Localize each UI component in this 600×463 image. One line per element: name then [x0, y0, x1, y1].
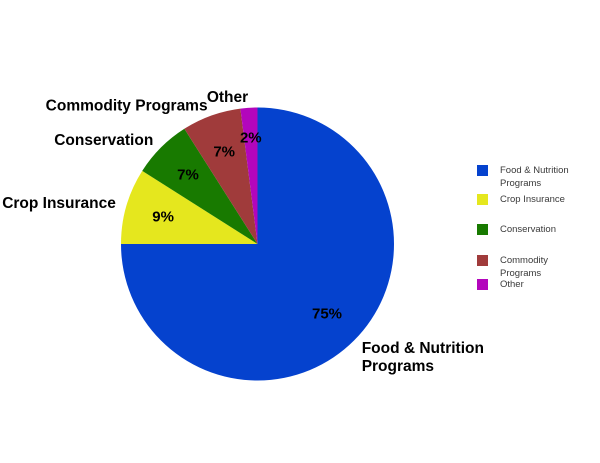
slice-callout-label-other: Other [207, 89, 248, 106]
legend-label-line: Programs [500, 268, 542, 279]
legend-label-line: Other [500, 279, 524, 290]
pie-slice-commodity-programs [184, 108, 258, 244]
slice-callout-label-food-nutrition-programs: Food & Nutrition [362, 340, 484, 357]
pie-slice-conservation [142, 128, 258, 244]
legend-item-conservation: Conservation [477, 224, 556, 236]
legend-label-conservation: Conservation [500, 223, 556, 236]
legend-item-crop-insurance: Crop Insurance [477, 194, 565, 206]
legend-label-other: Other [500, 278, 524, 291]
legend-label-crop-insurance: Crop Insurance [500, 193, 565, 206]
legend-label-line: Crop Insurance [500, 194, 565, 205]
slice-callout-label-conservation: Conservation [54, 132, 153, 149]
legend-swatch-food-nutrition-programs [477, 165, 488, 176]
legend-item-other: Other [477, 279, 524, 291]
slice-percent-label-commodity-programs: 7% [213, 144, 235, 161]
legend-swatch-other [477, 279, 488, 290]
slice-percent-label-other: 2% [240, 130, 262, 147]
slice-percent-label-conservation: 7% [177, 167, 199, 184]
legend-swatch-conservation [477, 224, 488, 235]
legend-swatch-crop-insurance [477, 194, 488, 205]
legend-item-food-nutrition-programs: Food & Nutrition Programs [477, 165, 569, 190]
legend-label-line: Food & Nutrition [500, 165, 569, 176]
slice-percent-label-food-nutrition-programs: 75% [312, 306, 342, 323]
slice-percent-label-crop-insurance: 9% [152, 209, 174, 226]
legend-label-line: Programs [500, 178, 542, 189]
legend-label-commodity-programs: Commodity Programs [500, 254, 548, 280]
slice-callout-label-food-nutrition-programs: Programs [362, 358, 434, 375]
slice-callout-label-crop-insurance: Crop Insurance [2, 195, 116, 212]
pie-slice-crop-insurance [121, 170, 258, 244]
legend-swatch-commodity-programs [477, 255, 488, 266]
slice-callout-label-commodity-programs: Commodity Programs [46, 97, 208, 114]
legend-label-line: Commodity [500, 255, 549, 266]
legend-label-line: Conservation [500, 224, 556, 235]
legend-label-food-nutrition-programs: Food & Nutrition Programs [500, 164, 569, 190]
legend-item-commodity-programs: Commodity Programs [477, 255, 548, 280]
pie-slice-other [240, 107, 258, 244]
